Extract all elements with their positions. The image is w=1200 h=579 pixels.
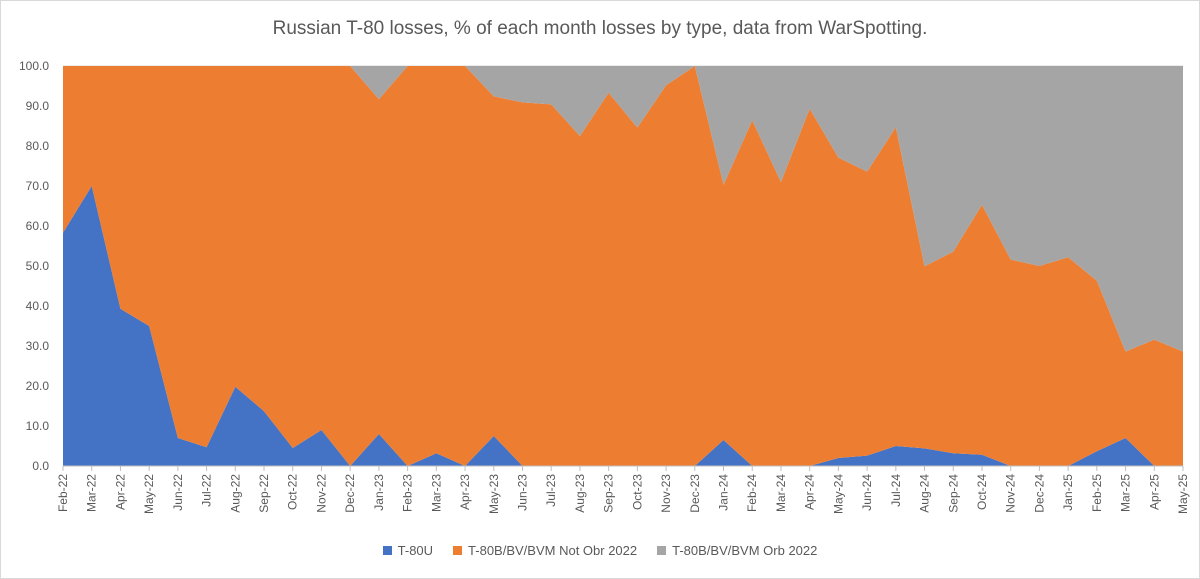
y-tick-label: 10.0 <box>26 419 50 433</box>
x-tick-label: Dec-23 <box>688 474 702 513</box>
x-tick-label: Jul-22 <box>200 474 214 507</box>
x-tick-label: Sep-24 <box>946 474 960 513</box>
x-tick-label: Dec-24 <box>1032 474 1046 513</box>
x-tick-label: Mar-23 <box>429 474 443 512</box>
area-series-3 <box>63 66 1183 352</box>
x-tick-label: Sep-23 <box>602 474 616 513</box>
x-tick-label: May-25 <box>1176 474 1190 514</box>
legend-label-not-obr: T-80B/BV/BVM Not Obr 2022 <box>468 543 638 558</box>
x-tick-label: Jun-23 <box>515 474 529 511</box>
y-tick-label: 0.0 <box>32 459 49 473</box>
x-tick-label: Mar-25 <box>1119 474 1133 512</box>
x-tick-label: Jan-24 <box>717 474 731 511</box>
x-tick-label: Apr-22 <box>113 474 127 510</box>
x-tick-label: Jul-24 <box>889 474 903 507</box>
x-tick-label: Feb-24 <box>745 474 759 512</box>
legend: T-80U T-80B/BV/BVM Not Obr 2022 T-80B/BV… <box>0 543 1200 558</box>
y-tick-label: 80.0 <box>26 139 50 153</box>
legend-swatch-not-obr <box>453 546 463 555</box>
x-tick-label: Jan-25 <box>1061 474 1075 511</box>
legend-item-not-obr: T-80B/BV/BVM Not Obr 2022 <box>453 543 637 558</box>
x-tick-label: Oct-24 <box>975 474 989 510</box>
x-tick-label: May-24 <box>831 474 845 514</box>
x-tick-label: Feb-25 <box>1090 474 1104 512</box>
x-tick-label: Mar-22 <box>85 474 99 512</box>
x-tick-label: Apr-23 <box>458 474 472 510</box>
y-tick-label: 90.0 <box>26 99 50 113</box>
legend-label-t80u: T-80U <box>397 543 434 558</box>
x-tick-label: Apr-24 <box>803 474 817 510</box>
x-tick-label: May-22 <box>142 474 156 514</box>
x-tick-label: Mar-24 <box>774 474 788 512</box>
x-tick-label: Nov-22 <box>314 474 328 513</box>
legend-item-obr: T-80B/BV/BVM Orb 2022 <box>657 543 817 558</box>
x-tick-label: Nov-24 <box>1004 474 1018 513</box>
x-tick-label: Feb-23 <box>401 474 415 512</box>
y-tick-label: 40.0 <box>26 299 50 313</box>
legend-label-obr: T-80B/BV/BVM Orb 2022 <box>672 543 818 558</box>
x-tick-label: May-23 <box>487 474 501 514</box>
x-tick-label: Apr-25 <box>1147 474 1161 510</box>
x-tick-label: Aug-23 <box>573 474 587 513</box>
x-tick-label: Nov-23 <box>659 474 673 513</box>
y-tick-label: 20.0 <box>26 379 50 393</box>
chart-title: Russian T-80 losses, % of each month los… <box>272 18 928 39</box>
x-tick-label: Jun-22 <box>171 474 185 511</box>
x-tick-label: Jan-23 <box>372 474 386 511</box>
legend-item-t80u: T-80U <box>382 543 434 558</box>
y-tick-label: 100.0 <box>19 59 49 73</box>
y-tick-label: 30.0 <box>26 339 50 353</box>
area-series-2 <box>63 66 1183 466</box>
y-tick-label: 70.0 <box>26 179 50 193</box>
x-tick-label: Aug-24 <box>918 474 932 513</box>
x-tick-label: Oct-22 <box>286 474 300 510</box>
x-tick-label: Aug-22 <box>228 474 242 513</box>
y-tick-label: 60.0 <box>26 219 50 233</box>
y-tick-label: 50.0 <box>26 259 50 273</box>
area-series-1 <box>63 186 1183 466</box>
legend-swatch-obr <box>657 546 667 555</box>
legend-swatch-t80u <box>382 546 392 555</box>
x-tick-label: Oct-23 <box>630 474 644 510</box>
x-tick-label: Jul-23 <box>544 474 558 507</box>
x-tick-label: Feb-22 <box>56 474 70 512</box>
x-tick-label: Sep-22 <box>257 474 271 513</box>
x-tick-label: Dec-22 <box>343 474 357 513</box>
x-tick-label: Jun-24 <box>860 474 874 511</box>
